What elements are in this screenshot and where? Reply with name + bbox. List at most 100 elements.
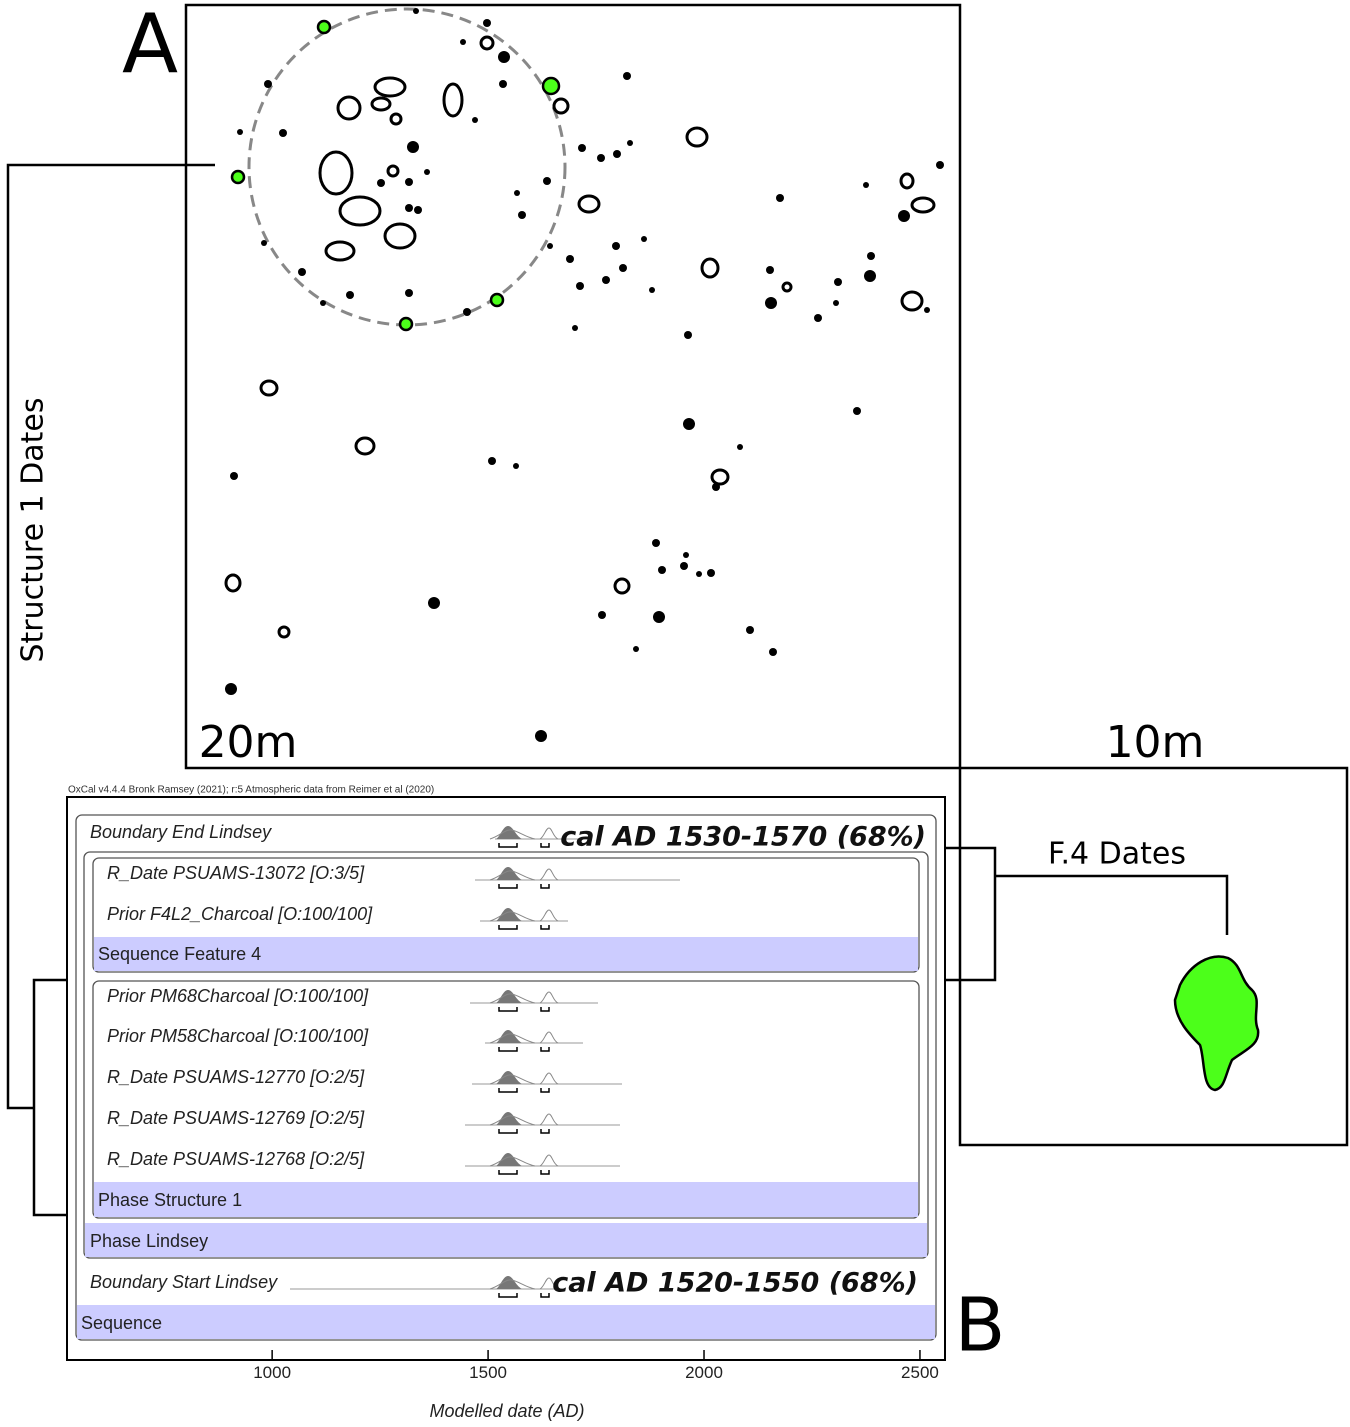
post-hole [483,19,491,27]
range-bracket [498,1129,550,1134]
row-label: R_Date PSUAMS-12770 [O:2/5] [107,1067,365,1087]
x-tick-label: 2000 [685,1363,723,1382]
post-hole [535,730,547,742]
post-hole [924,307,930,313]
group-band [85,1223,927,1257]
prior [489,1154,559,1167]
row-label: Sequence Feature 4 [98,944,261,964]
row-label: Boundary Start Lindsey [90,1272,278,1292]
group-band [94,937,918,971]
map-frame [184,3,962,770]
post-hole [405,178,413,186]
feature-outline [354,436,376,456]
post-hole [279,129,287,137]
axis-title: Modelled date (AD) [429,1401,584,1421]
post-hole [543,177,551,185]
post-hole [225,683,237,695]
x-tick-label: 1000 [253,1363,291,1382]
feature-outline [259,379,279,397]
row-label: Sequence [81,1313,162,1333]
feature-outline [479,35,495,51]
row-label: R_Date PSUAMS-12768 [O:2/5] [107,1149,365,1169]
x-axis: 1000 1500 2000 2500 [253,1350,939,1382]
row-label: Boundary End Lindsey [90,822,272,842]
dated-post [541,76,561,96]
feature-outline [224,573,242,593]
feature-outline [781,281,793,293]
prior [489,868,559,881]
post-hole [513,463,519,469]
posterior [496,1276,522,1289]
post-hole [488,457,496,465]
x-tick-label: 1500 [469,1363,507,1382]
post-hole [766,266,774,274]
feature-outline [373,76,407,98]
dated-post [316,19,332,35]
post-hole [424,169,430,175]
feature-outline [710,468,730,486]
prior [489,827,559,840]
post-hole [834,278,842,286]
group-box [75,814,937,1341]
feature-outline [577,194,601,214]
feature-outline [389,112,403,126]
range-bracket [498,843,550,848]
scale-label: 10m [1106,717,1205,768]
oxcal-header: OxCal v4.4.4 Bronk Ramsey (2021); r:5 At… [68,785,434,796]
post-hole [597,154,605,162]
connector [995,874,1229,935]
feature-outline [685,126,709,148]
post-hole [518,211,526,219]
post-hole [683,552,689,558]
post-hole [405,289,413,297]
range-bracket [498,1293,550,1298]
post-hole [619,264,627,272]
prior [489,1277,559,1290]
prior [489,909,559,922]
post-hole [864,270,876,282]
post-hole [776,194,784,202]
range-bracket [498,1088,550,1093]
post-hole [746,626,754,634]
post-hole [612,242,620,250]
post-hole [566,255,574,263]
feature-outline [700,257,720,279]
feature-outline [442,82,464,118]
bracket-label: Structure 1 Dates [16,397,51,662]
post-hole [652,539,660,547]
range-bracket [498,1170,550,1175]
range-bracket [498,1047,550,1052]
post-hole [514,190,520,196]
post-hole [498,51,510,63]
post-hole [683,418,695,430]
post-hole [264,80,272,88]
feature-outline [336,95,362,121]
feature-outline [277,625,291,639]
post-hole [653,611,665,623]
annotation: cal AD 1530-1570 (68%) [560,822,926,853]
post-hole [346,291,354,299]
post-hole [633,646,639,652]
feature-outline [910,196,936,214]
dated-post [398,316,414,332]
group-box [92,857,920,973]
range-bracket [498,925,550,930]
feature-4 [1173,955,1260,1092]
dated-post [489,292,505,308]
posterior [496,1071,522,1084]
bracket-label: F.4 Dates [1048,837,1186,872]
post-hole [684,331,692,339]
post-hole [377,179,385,187]
post-hole [680,562,688,570]
group-band [94,1182,918,1217]
group-box [83,851,929,1259]
feature-outline [383,222,417,250]
post-hole [863,182,869,188]
range-bracket [498,1007,550,1012]
post-hole [547,243,553,249]
feature-outline [370,96,392,112]
post-hole [261,240,267,246]
scale-label: 20m [199,717,298,768]
post-hole [472,117,478,123]
prior [489,1113,559,1126]
